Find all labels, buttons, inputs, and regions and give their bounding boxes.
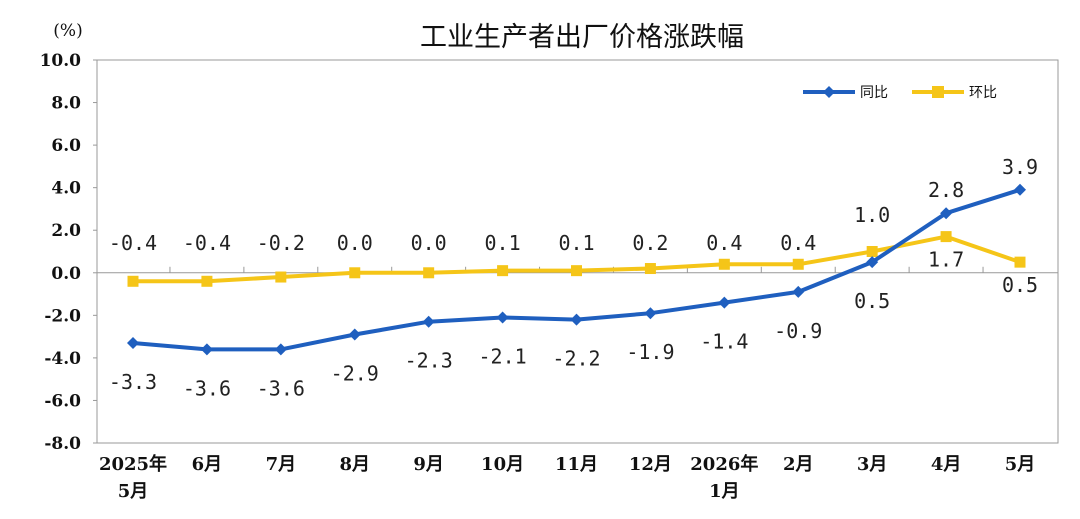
legend-marker-yoy: [823, 86, 835, 98]
point-mom: [497, 265, 509, 277]
point-yoy: [866, 256, 879, 269]
point-yoy: [348, 328, 361, 341]
point-mom: [349, 267, 361, 279]
x-tick-label: 9月: [413, 454, 444, 475]
point-mom: [571, 265, 582, 277]
point-mom: [940, 231, 952, 243]
x-tick-label: 8月: [339, 454, 370, 475]
data-label-mom: -0.4: [109, 231, 157, 255]
x-tick-label: 10月: [481, 454, 524, 475]
point-yoy: [496, 311, 509, 324]
data-label-yoy: -3.6: [257, 376, 305, 400]
point-yoy: [792, 285, 805, 298]
point-yoy: [718, 296, 731, 309]
data-label-mom: 0.0: [337, 231, 373, 255]
point-mom: [423, 267, 435, 279]
data-label-yoy: -3.3: [109, 370, 157, 394]
point-mom: [644, 263, 656, 275]
data-label-mom: 0.5: [1002, 273, 1038, 297]
point-mom: [792, 258, 804, 270]
data-label-mom: 0.1: [485, 231, 521, 255]
data-label-mom: -0.4: [183, 231, 231, 255]
y-axis: 10.0 8.0 6.0 4.0 2.0 0.0 -2.0 -4.0 -6.0 -8.0: [40, 51, 1058, 454]
data-label-mom: 1.0: [854, 203, 890, 227]
data-label-mom: 1.7: [928, 248, 964, 272]
point-mom: [275, 271, 287, 283]
x-tick-label: 7月: [266, 454, 297, 475]
x-tick-label: 6月: [192, 454, 223, 475]
data-label-yoy: -1.4: [700, 330, 748, 354]
point-mom: [201, 275, 213, 287]
y-tick-label: 0.0: [51, 264, 81, 284]
y-tick-label: 8.0: [51, 94, 81, 114]
data-label-mom: 0.2: [632, 231, 668, 255]
point-yoy: [940, 207, 953, 220]
point-mom: [1014, 256, 1026, 268]
y-tick-label: 4.0: [51, 179, 81, 199]
data-label-mom: 0.0: [411, 231, 447, 255]
legend-label-mom: 环比: [969, 85, 997, 101]
point-yoy: [274, 343, 287, 356]
x-tick-label: 12月: [629, 454, 672, 475]
series-layer: [127, 183, 1026, 356]
unit-label: (%): [53, 21, 82, 41]
point-yoy: [127, 336, 139, 349]
data-label-yoy: -2.9: [331, 361, 379, 385]
data-label-yoy: 0.5: [854, 289, 890, 313]
point-yoy: [200, 343, 213, 356]
data-label-mom: 0.1: [558, 231, 594, 255]
x-tick-label: 5月: [118, 481, 149, 502]
data-label-mom: 0.4: [780, 231, 816, 255]
data-label-yoy: -0.9: [774, 319, 822, 343]
data-label-yoy: -3.6: [183, 376, 231, 400]
point-mom: [127, 275, 139, 287]
x-tick-label: 5月: [1005, 454, 1036, 475]
plot-frame: [96, 59, 1059, 444]
x-tick-label: 11月: [555, 454, 598, 475]
data-label-yoy: 3.9: [1002, 155, 1038, 179]
chart-title: 工业生产者出厂价格涨跌幅: [420, 22, 744, 53]
x-tick-label: 2025年: [99, 453, 167, 475]
x-tick-label: 4月: [931, 454, 962, 475]
y-tick-label: 2.0: [51, 221, 81, 241]
x-tick-label: 1月: [709, 481, 740, 502]
data-label-yoy: -2.2: [552, 347, 600, 371]
x-tick-label: 2026年: [690, 453, 758, 475]
point-yoy: [1014, 183, 1026, 196]
point-mom: [866, 246, 878, 257]
x-tick-label: 2月: [783, 454, 814, 475]
point-mom: [718, 258, 730, 270]
legend-marker-mom: [932, 86, 944, 98]
x-axis: 2025年 5月 6月 7月 8月 9月 10月 11月 12月 2026年 1月 2月 3月 4月 5月: [99, 453, 1035, 502]
data-label-yoy: -2.3: [405, 349, 453, 373]
y-tick-label: -8.0: [44, 434, 81, 454]
point-yoy: [644, 307, 657, 320]
y-tick-label: -6.0: [44, 391, 81, 411]
legend: 同比 环比: [803, 85, 997, 101]
point-yoy: [570, 313, 583, 326]
y-tick-label: 6.0: [51, 136, 81, 156]
y-tick-label: -2.0: [44, 306, 81, 326]
data-labels: -3.3 -3.6 -3.6 -2.9 -2.3 -2.1 -2.2 -1.9 -1.4 -0.9…: [109, 155, 1038, 401]
point-yoy: [422, 315, 435, 328]
x-tick-label: 3月: [857, 454, 888, 475]
data-label-mom: -0.2: [257, 231, 305, 255]
legend-label-yoy: 同比: [860, 85, 888, 101]
data-label-mom: 0.4: [706, 231, 742, 255]
data-label-yoy: -1.9: [626, 340, 674, 364]
y-tick-label: -4.0: [44, 349, 81, 369]
data-label-yoy: 2.8: [928, 178, 964, 202]
y-tick-label: 10.0: [40, 51, 82, 71]
data-label-yoy: -2.1: [478, 344, 526, 368]
